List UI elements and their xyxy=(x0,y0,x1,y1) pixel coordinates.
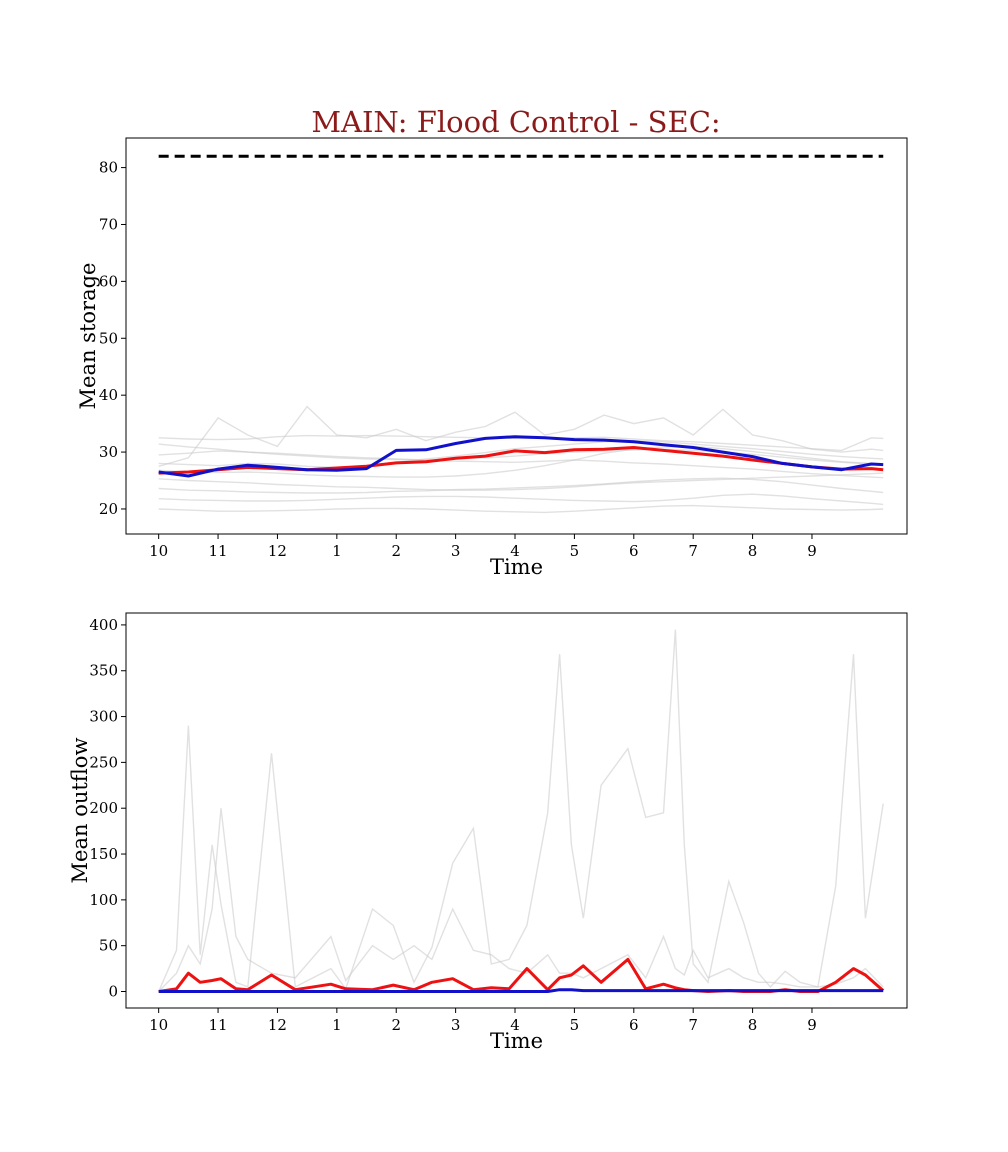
outflow-y-tick-label: 400 xyxy=(89,616,118,634)
storage-x-tick-label: 3 xyxy=(451,542,461,560)
storage-x-tick-label: 7 xyxy=(688,542,698,560)
outflow-x-tick-label: 7 xyxy=(688,1016,698,1034)
storage-blue-series-line xyxy=(158,435,884,478)
outflow-ensemble-line-0 xyxy=(158,629,884,992)
storage-axes-frame xyxy=(125,137,908,535)
storage-x-tick-label: 2 xyxy=(391,542,401,560)
outflow-y-tick-label: 300 xyxy=(89,708,118,726)
outflow-y-axis-label: Mean outflow xyxy=(68,738,92,884)
outflow-x-tick-label: 4 xyxy=(510,1016,520,1034)
outflow-y-tick-label: 100 xyxy=(89,891,118,909)
storage-x-tick-label: 6 xyxy=(629,542,639,560)
storage-ensemble-line-1 xyxy=(158,443,884,479)
outflow-y-tick-label: 350 xyxy=(89,662,118,680)
chart-title: MAIN: Flood Control - SEC: xyxy=(311,105,720,139)
outflow-x-tick-label: 8 xyxy=(748,1016,758,1034)
storage-x-tick-label: 11 xyxy=(209,542,228,560)
outflow-x-tick-label: 6 xyxy=(629,1016,639,1034)
outflow-x-tick-label: 10 xyxy=(149,1016,168,1034)
outflow-x-tick-label: 12 xyxy=(268,1016,287,1034)
storage-y-axis-label: Mean storage xyxy=(76,263,100,410)
storage-x-tick-label: 10 xyxy=(149,542,168,560)
outflow-y-tick-label: 200 xyxy=(89,799,118,817)
outflow-panel: 10 11 12 1 2 3 4 5 6 7 8 9050100150200250300350400T… xyxy=(68,612,908,1053)
outflow-x-tick-label: 5 xyxy=(570,1016,580,1034)
storage-ensemble-line-5 xyxy=(158,477,884,494)
storage-y-tick-label: 70 xyxy=(99,215,118,233)
storage-x-tick-label: 9 xyxy=(807,542,817,560)
outflow-y-tick-label: 150 xyxy=(89,845,118,863)
outflow-axes-frame xyxy=(125,612,908,1009)
outflow-x-tick-label: 2 xyxy=(391,1016,401,1034)
outflow-y-tick-label: 0 xyxy=(108,983,118,1001)
storage-x-tick-label: 8 xyxy=(748,542,758,560)
outflow-x-tick-label: 9 xyxy=(807,1016,817,1034)
storage-x-tick-label: 12 xyxy=(268,542,287,560)
outflow-blue-series-line xyxy=(158,988,884,993)
storage-y-tick-label: 60 xyxy=(99,272,118,290)
outflow-x-tick-label: 3 xyxy=(451,1016,461,1034)
storage-y-tick-label: 40 xyxy=(99,386,118,404)
storage-ensemble-line-7 xyxy=(158,504,884,514)
storage-ensemble-line-2 xyxy=(158,439,884,469)
storage-y-tick-label: 80 xyxy=(99,159,118,177)
storage-y-tick-label: 30 xyxy=(99,443,118,461)
storage-x-axis-label: Time xyxy=(490,555,543,579)
outflow-ensemble-line-1 xyxy=(158,808,884,992)
outflow-y-tick-label: 250 xyxy=(89,753,118,771)
storage-x-tick-label: 4 xyxy=(510,542,520,560)
storage-y-tick-label: 20 xyxy=(99,500,118,518)
storage-x-tick-label: 5 xyxy=(570,542,580,560)
outflow-x-tick-label: 1 xyxy=(332,1016,342,1034)
storage-ensemble-line-9 xyxy=(158,448,884,466)
storage-ensemble-line-8 xyxy=(158,405,884,467)
outflow-x-axis-label: Time xyxy=(490,1029,543,1053)
storage-ensemble-line-6 xyxy=(158,493,884,506)
storage-x-tick-label: 1 xyxy=(332,542,342,560)
storage-y-tick-label: 50 xyxy=(99,329,118,347)
storage-ensemble-line-3 xyxy=(158,445,884,478)
storage-ensemble-line-4 xyxy=(158,472,884,491)
outflow-x-tick-label: 11 xyxy=(209,1016,228,1034)
outflow-y-tick-label: 50 xyxy=(99,937,118,955)
